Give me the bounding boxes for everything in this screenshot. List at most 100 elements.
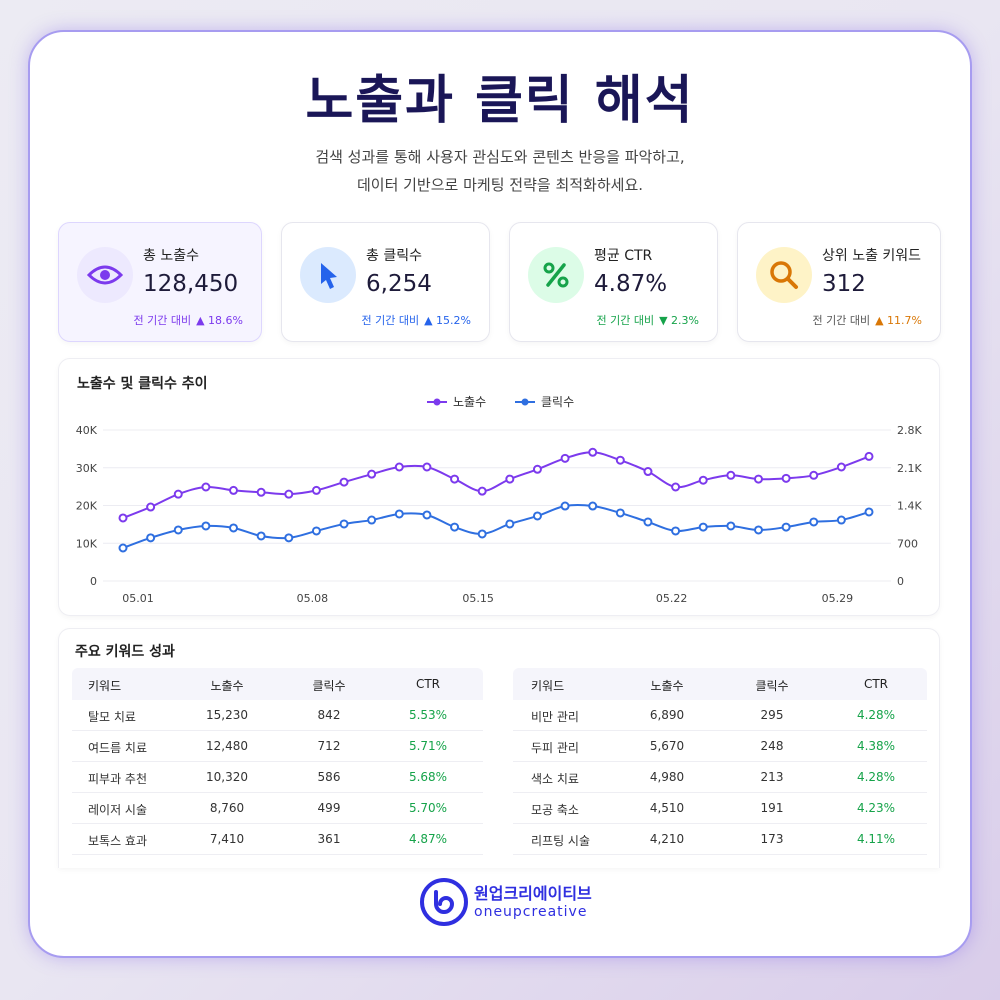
kpi-icon [756,247,812,303]
header-cell: 노출수 [210,679,244,693]
table-cell: 탈모 치료 [88,710,136,724]
table-cell: 4.38% [856,739,896,753]
point [643,517,653,527]
kpi-change-row: 전 기간 대비 ▲ 18.6% [134,312,244,328]
cursor [321,263,337,289]
table-cell: 842 [317,708,341,722]
series-line [122,503,870,549]
logo-icon [420,878,468,926]
table-cell: 4,510 [649,801,685,815]
table-cell: 비만 관리 [531,710,579,724]
kpi-change: ▲ 15.2% [424,314,471,327]
point [450,522,460,532]
point [505,474,515,484]
point [256,487,266,497]
header-cell: 키워드 [88,679,122,693]
kpi-card: 평균 CTR 4.87% 전 기간 대비 ▼ 2.3% [509,222,718,342]
chart-panel: 노출수 및 클릭수 추이 0 10K 20K 30K 40K 0 700 1.4K 2.1K 2.… [58,358,940,616]
table-cell: 4.28% [856,770,896,784]
point [781,473,791,483]
row-divider [72,761,483,762]
point [118,513,128,523]
point [781,522,791,532]
kpi-change: ▼ 2.3% [659,314,699,327]
table-cell: 12,480 [206,739,248,753]
table-cell: 5.71% [408,739,448,753]
kpi-value: 4.87% [594,271,668,297]
table-cell: 7,410 [209,832,245,846]
eye [86,265,124,285]
table-cell: 248 [760,739,784,753]
kpi-value: 6,254 [366,271,432,297]
kpi-change-row: 전 기간 대비 ▲ 15.2% [362,312,472,328]
point [477,486,487,496]
chart: 0 10K 20K 30K 40K 0 700 1.4K 2.1K 2.8K 05.01 05.08 0… [76,395,923,605]
kpi-value: 128,450 [143,271,239,297]
table-cell: 피부과 추천 [88,772,148,786]
point [146,533,156,543]
point [588,447,598,457]
table-cell: 4,210 [649,832,685,846]
kpi-card: 총 클릭수 6,254 전 기간 대비 ▲ 15.2% [281,222,490,342]
subtitle: 데이터 기반으로 마케팅 전략을 최적화하세요. [356,176,644,194]
x-tick-label: 05.15 [462,592,494,605]
point [311,526,321,536]
table-cell: 5,670 [649,739,685,753]
point [726,521,736,531]
legend-dot [521,398,529,406]
table-cell: 4.87% [408,832,448,846]
kpi-label: 총 클릭수 [366,248,422,264]
point [422,462,432,472]
subtitle: 검색 성과를 통해 사용자 관심도와 콘텐츠 반응을 파악하고, [315,148,685,166]
y2-tick-label: 1.4K [897,500,922,513]
table-cell: 295 [760,708,784,722]
point [284,533,294,543]
table-cell: 레이저 시술 [88,803,148,817]
point [505,519,515,529]
header-cell: CTR [863,677,889,691]
table-cell: 499 [317,801,341,815]
point [367,515,377,525]
row-divider [513,792,927,793]
table-cell: 5.53% [408,708,448,722]
point [284,489,294,499]
x-tick-label: 05.08 [297,592,329,605]
kpi-icon [77,247,133,303]
legend-label: 클릭수 [541,395,574,409]
point [532,464,542,474]
title: 노출과 클릭 해석 [305,71,695,131]
table-cell: 리프팅 시술 [531,834,591,848]
point [836,462,846,472]
table-cell: 6,890 [649,708,685,722]
point [864,507,874,517]
point [146,502,156,512]
point [588,501,598,511]
keyword-title: 주요 키워드 성과 [75,644,175,660]
point [339,519,349,529]
table-cell: 두피 관리 [531,741,579,755]
pct-dot [557,276,569,288]
table-cell: 15,230 [206,708,248,722]
x-tick-label: 05.22 [656,592,688,605]
keyword-table: 키워드 노출수 클릭수 CTR 탈모 치료 15,230 842 5.53% 여드름 치료 12,… [72,668,483,868]
header-cell: 키워드 [531,679,565,693]
kpi-icon [528,247,584,303]
header-cell: CTR [415,677,441,691]
row-divider [72,854,483,855]
table-cell: 5.70% [408,801,448,815]
y-tick-label: 10K [76,537,98,550]
logo-name: 원업크리에이티브 [474,884,592,903]
kpi-icon [300,247,356,303]
point [367,469,377,479]
point [698,522,708,532]
point [394,462,404,472]
x-tick-label: 05.01 [122,592,154,605]
table-cell: 4.11% [856,832,896,846]
y2-tick-label: 0 [897,575,904,588]
row-divider [513,730,927,731]
pupil [100,270,110,280]
kpi-label: 총 노출수 [143,248,199,264]
pct-slash [546,263,566,287]
point [532,511,542,521]
kpi-change: ▲ 18.6% [196,314,243,327]
